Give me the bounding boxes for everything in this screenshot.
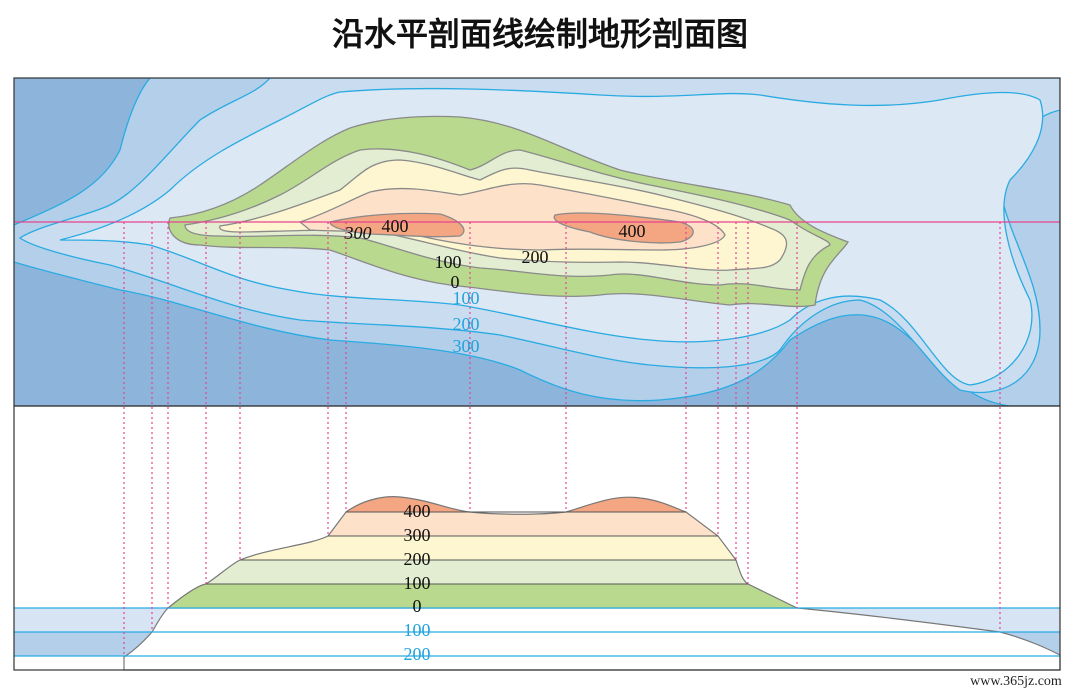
sea-floor [123,607,1061,671]
level-label: 0 [413,596,422,616]
projection-lines [123,222,1001,657]
contour-label: 100 [435,252,462,272]
contour-label: 200 [453,314,480,334]
band-100 [168,560,797,584]
band-300 [168,512,797,536]
contour-label: 0 [451,272,460,292]
title: 沿水平剖面线绘制地形剖面图 [332,15,748,53]
contour-label: 400 [382,216,409,236]
land-400 [553,212,694,244]
level-label: 300 [404,525,431,545]
profile-outline [167,496,798,609]
level-label: 200 [404,644,431,664]
level-label: 100 [404,573,431,593]
contour-label: 100 [453,288,480,308]
level-label: 400 [404,501,431,521]
level-label: 100 [404,620,431,640]
band-0 [168,584,797,608]
watermark: www.365jz.com [970,674,1062,689]
contour-label: 300 [453,336,480,356]
contour-label: 200 [522,247,549,267]
land-400 [329,212,465,238]
contour-label: 400 [619,221,646,241]
level-label: 200 [404,549,431,569]
band-400 [168,496,797,512]
contour-label: 300 [344,223,372,243]
level-lines [206,511,748,585]
land [168,115,849,308]
land-profile [168,496,797,608]
profile-frame [13,405,1061,671]
contour-map: 300 400 400 100 200 0 100 200 300 [14,78,1060,406]
